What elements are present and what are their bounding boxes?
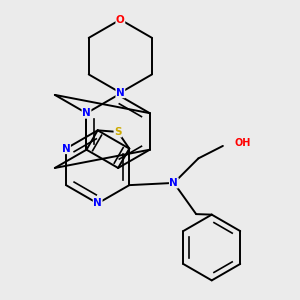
Text: N: N bbox=[169, 178, 178, 188]
Text: N: N bbox=[93, 198, 102, 208]
Text: O: O bbox=[116, 15, 125, 25]
Text: N: N bbox=[116, 88, 125, 98]
Text: OH: OH bbox=[234, 138, 250, 148]
Text: N: N bbox=[82, 108, 91, 118]
Text: S: S bbox=[114, 127, 122, 137]
Text: N: N bbox=[62, 144, 70, 154]
